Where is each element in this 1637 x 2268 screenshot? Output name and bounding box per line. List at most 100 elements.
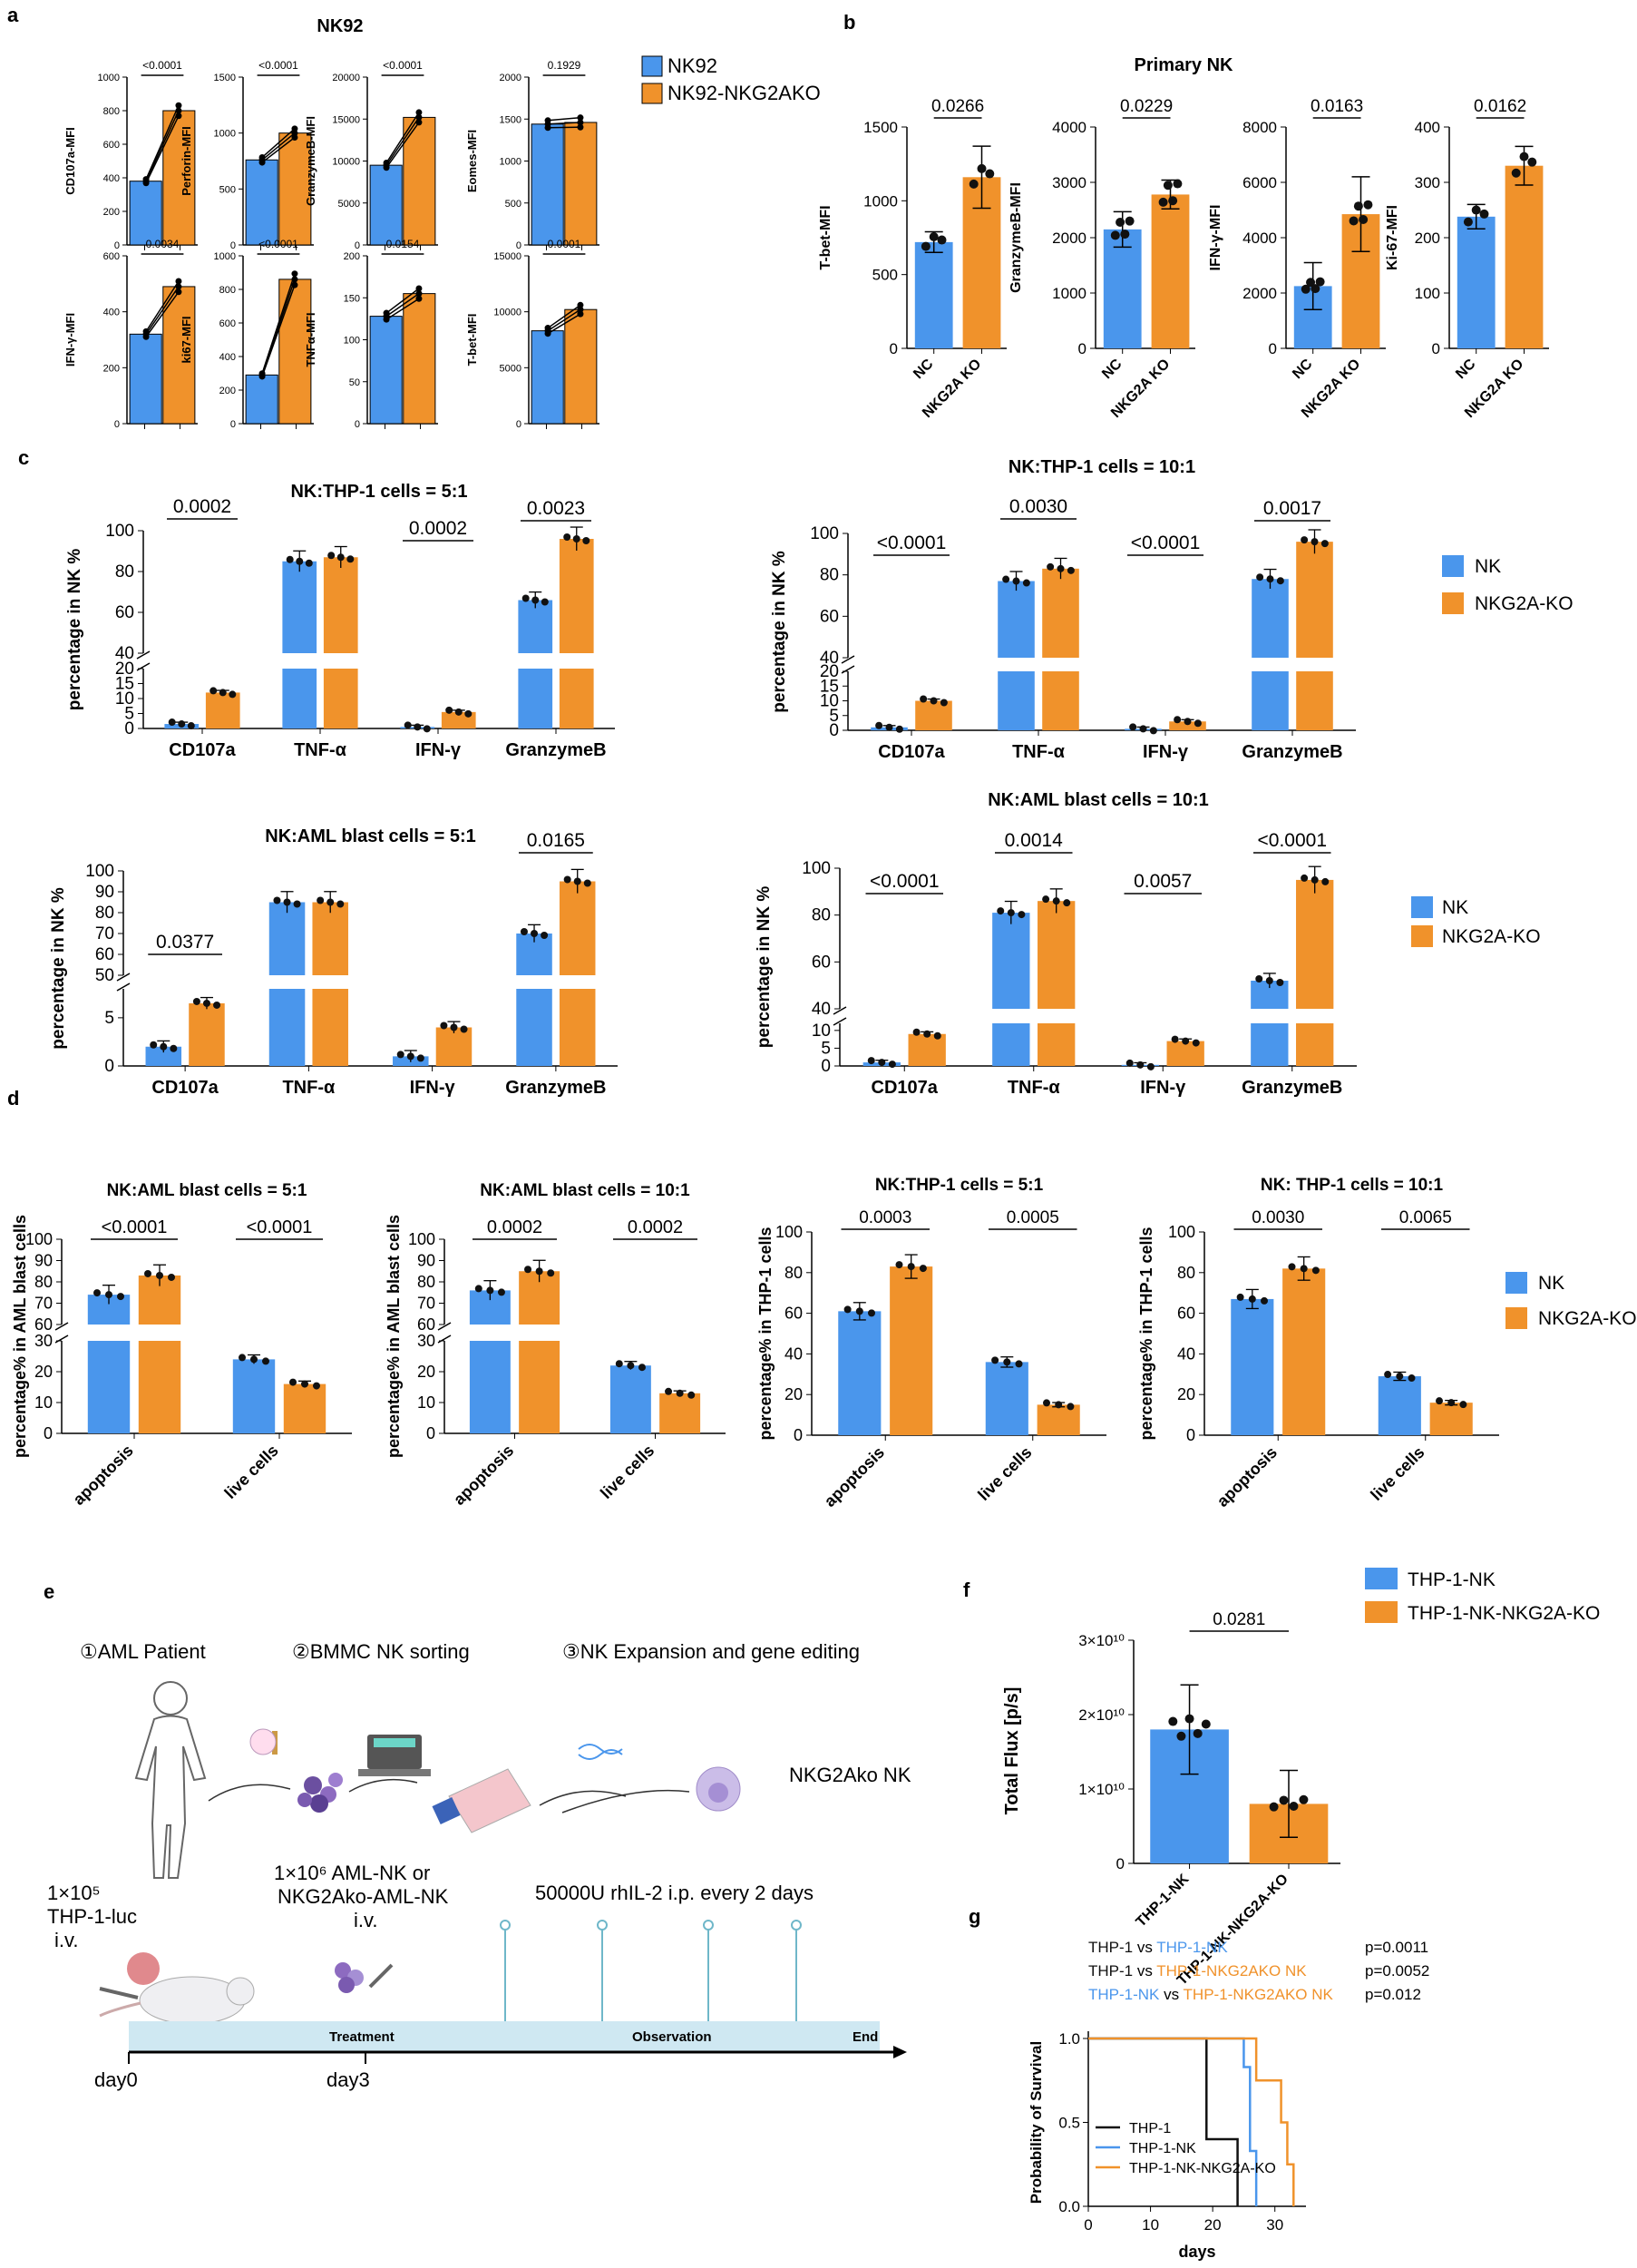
- pair-dot-a: [142, 176, 150, 183]
- p-value-label: 0.0057: [1134, 871, 1192, 892]
- y-tick-label: 40: [1177, 1344, 1195, 1363]
- bar-nc: [1457, 216, 1496, 348]
- y-tick-label: 400: [103, 173, 120, 184]
- pair-line: [385, 298, 420, 320]
- step-2-label: ②BMMC NK sorting: [292, 1640, 470, 1663]
- data-dot: [572, 535, 580, 543]
- legend-label-ko: NKG2A-KO: [1538, 1308, 1637, 1329]
- data-dot: [1256, 573, 1264, 582]
- injection-1-line3: i.v.: [54, 1929, 78, 1951]
- y-tick-label: 1500: [500, 114, 521, 125]
- data-dot: [150, 1041, 158, 1049]
- bar-nkg2a-ko-lower: [519, 1341, 560, 1433]
- chart-a7: 0 50 100 150 200 TNFα-MFI 0.0154: [304, 238, 438, 430]
- data-dot: [1194, 719, 1202, 728]
- legend-swatch-nk92-ko: [641, 83, 663, 104]
- p-value-label: 0.0002: [173, 496, 231, 517]
- bar-0-dot-2: [937, 235, 947, 245]
- y-axis-label: percentage% in THP-1 cells: [756, 1227, 775, 1440]
- data-dot: [168, 719, 176, 727]
- data-dot: [1042, 1399, 1050, 1407]
- p-value-label: 0.0005: [1007, 1208, 1059, 1227]
- y-tick-label: 30: [34, 1332, 53, 1350]
- y-tick-label: 40: [115, 644, 134, 663]
- data-dot: [1018, 911, 1026, 919]
- data-dot: [1182, 1037, 1190, 1045]
- stats-p-value: p=0.0011: [1365, 1939, 1428, 1956]
- chart-a3: 0 5000 10000 15000 20000 GranzymeB-MFI <0.0001: [304, 59, 438, 251]
- data-dot: [273, 896, 281, 904]
- bar-nk-lower: [518, 669, 553, 728]
- bar-0-dot-0: [1168, 1716, 1178, 1726]
- p-value-label: <0.0001: [102, 1217, 168, 1237]
- pair-dot-b: [415, 295, 423, 302]
- data-dot: [895, 725, 903, 733]
- legend-label-thp1-nk: THP-1-NK: [1408, 1569, 1496, 1590]
- mouse-icon: [99, 1952, 255, 2025]
- panel-letter-g: g: [969, 1905, 980, 1928]
- p-value-label: <0.0001: [1131, 533, 1201, 553]
- data-dot: [520, 928, 528, 935]
- data-dot: [305, 559, 313, 567]
- bar-nk92-nkg2a-ko: [564, 122, 598, 246]
- timeline-arrowhead: [893, 2046, 907, 2058]
- pair-dot-b: [577, 123, 584, 131]
- pair-line: [261, 273, 296, 374]
- y-tick-label: 500: [505, 199, 521, 210]
- data-dot: [1067, 566, 1075, 574]
- y-tick-label: 100: [775, 1223, 803, 1241]
- p-value-label: 0.0065: [1399, 1208, 1452, 1227]
- stats-row: THP-1 vs THP-1-NK: [1088, 1939, 1228, 1956]
- bar-0-dot-1: [1306, 278, 1316, 288]
- data-dot: [541, 932, 549, 939]
- y-tick-label: 3×10¹⁰: [1078, 1632, 1125, 1649]
- p-value-label: <0.0001: [1258, 830, 1328, 851]
- data-dot: [1236, 1293, 1244, 1301]
- pair-dot-b: [415, 290, 423, 298]
- y-tick-label: 80: [784, 1264, 803, 1282]
- bar-nkg2a-ko-lower: [559, 669, 594, 728]
- y-axis-label: T-bet-MFI: [818, 205, 833, 269]
- pair-dot-b: [291, 130, 298, 137]
- y-tick-label: 500: [219, 184, 236, 195]
- pair-dot-b: [291, 125, 298, 132]
- bar-nkg2a-ko: [205, 692, 240, 728]
- bar-1-dot-3: [1173, 179, 1183, 189]
- data-dot: [1311, 538, 1319, 546]
- data-dot: [535, 1267, 543, 1276]
- y-tick-label: 2000: [1242, 285, 1277, 302]
- y-tick-label: 20: [34, 1363, 53, 1381]
- data-dot: [1184, 718, 1192, 726]
- bar-0-dot-1: [1176, 1731, 1186, 1741]
- y-tick-label: 0: [1269, 340, 1277, 357]
- bar-nkg2a-ko: [435, 1027, 473, 1066]
- legend-label-thp1-nk-ko: THP-1-NK-NKG2A-KO: [1408, 1603, 1600, 1624]
- pair-line: [385, 116, 420, 166]
- data-dot: [261, 1357, 269, 1365]
- bar-0-dot-0: [1301, 284, 1311, 294]
- y-tick-label: 2000: [1052, 230, 1086, 247]
- data-dot: [867, 1057, 875, 1065]
- sorter-icon: [358, 1735, 431, 1776]
- y-axis-label: IFN-γ-MFI: [63, 313, 77, 367]
- y-tick-label: 100: [344, 336, 360, 347]
- pair-line: [385, 112, 420, 163]
- injection-1-line1: 1×10⁵: [47, 1882, 101, 1904]
- workflow-arrows: [208, 1778, 690, 1813]
- data-dot: [1265, 977, 1273, 984]
- p-value-label: <0.0001: [870, 871, 940, 892]
- bar-nkg2a-ko-lower: [312, 989, 348, 1066]
- data-dot: [286, 555, 294, 563]
- y-tick-label: 10: [417, 1393, 435, 1412]
- legend-f: THP-1-NK THP-1-NK-NKG2A-KO: [1365, 1568, 1600, 1624]
- y-tick-label: 100: [810, 524, 839, 543]
- stats-part: THP-1-NK: [1088, 1986, 1160, 2003]
- data-dot: [1192, 1039, 1200, 1047]
- bar-nkg2a-ko: [1169, 721, 1206, 730]
- bar-nk-lower: [282, 669, 317, 728]
- data-dot: [1055, 1401, 1063, 1409]
- y-tick-label: 1000: [214, 251, 236, 262]
